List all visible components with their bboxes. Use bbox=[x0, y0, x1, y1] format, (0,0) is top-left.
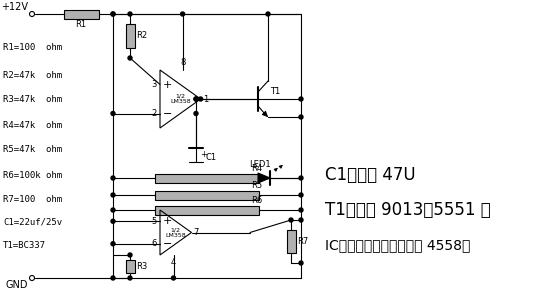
Text: 6: 6 bbox=[152, 239, 157, 248]
Circle shape bbox=[299, 97, 303, 101]
Circle shape bbox=[111, 111, 115, 116]
Circle shape bbox=[171, 276, 176, 280]
Polygon shape bbox=[258, 173, 270, 183]
Text: −: − bbox=[163, 109, 172, 118]
Text: 7: 7 bbox=[193, 228, 199, 237]
Text: C1：换为 47U: C1：换为 47U bbox=[325, 166, 415, 184]
Circle shape bbox=[181, 12, 185, 16]
Circle shape bbox=[299, 218, 303, 222]
Text: R7: R7 bbox=[297, 237, 308, 246]
Text: R1=100  ohm: R1=100 ohm bbox=[3, 43, 62, 52]
Text: +12V: +12V bbox=[1, 2, 28, 12]
Circle shape bbox=[266, 12, 270, 16]
Text: R2=47k  ohm: R2=47k ohm bbox=[3, 70, 62, 79]
Bar bbox=[64, 10, 99, 19]
Text: R5=47k  ohm: R5=47k ohm bbox=[3, 146, 62, 155]
Bar bbox=[287, 230, 295, 253]
Text: +: + bbox=[163, 79, 172, 90]
Text: IC：双运放皆可（本例用 4558）: IC：双运放皆可（本例用 4558） bbox=[325, 238, 471, 252]
Circle shape bbox=[111, 176, 115, 180]
Text: 2: 2 bbox=[152, 109, 157, 118]
Circle shape bbox=[299, 115, 303, 119]
Text: 5: 5 bbox=[152, 217, 157, 226]
Text: R4: R4 bbox=[251, 164, 262, 173]
Bar bbox=[155, 173, 259, 182]
Bar bbox=[126, 24, 134, 48]
Text: +: + bbox=[200, 150, 207, 159]
Text: R6: R6 bbox=[251, 196, 262, 205]
Circle shape bbox=[194, 97, 198, 101]
Circle shape bbox=[128, 253, 132, 257]
Circle shape bbox=[128, 12, 132, 16]
Text: T1：可用 9013、5551 等: T1：可用 9013、5551 等 bbox=[325, 201, 491, 219]
Text: 4: 4 bbox=[171, 258, 176, 267]
Circle shape bbox=[299, 193, 303, 197]
Circle shape bbox=[299, 261, 303, 265]
Circle shape bbox=[111, 12, 115, 16]
Text: 1/2
LM358: 1/2 LM358 bbox=[170, 94, 191, 104]
Text: +: + bbox=[163, 216, 172, 226]
Text: 1: 1 bbox=[203, 95, 208, 104]
Circle shape bbox=[128, 56, 132, 60]
Text: C1=22uf/25v: C1=22uf/25v bbox=[3, 217, 62, 226]
Circle shape bbox=[299, 176, 303, 180]
Circle shape bbox=[299, 208, 303, 212]
Text: C1: C1 bbox=[205, 152, 216, 162]
Circle shape bbox=[194, 97, 198, 101]
Circle shape bbox=[111, 242, 115, 246]
Circle shape bbox=[111, 208, 115, 212]
Text: 8: 8 bbox=[180, 58, 185, 67]
Text: T1: T1 bbox=[270, 86, 280, 95]
Circle shape bbox=[111, 193, 115, 197]
Bar bbox=[155, 205, 259, 214]
Text: GND: GND bbox=[6, 280, 28, 290]
Bar bbox=[126, 260, 134, 273]
Text: R3: R3 bbox=[136, 262, 147, 271]
Text: T1=BC337: T1=BC337 bbox=[3, 240, 46, 249]
Text: R2: R2 bbox=[136, 31, 147, 40]
Text: R7=100  ohm: R7=100 ohm bbox=[3, 196, 62, 205]
Text: R3=47k  ohm: R3=47k ohm bbox=[3, 95, 62, 104]
Text: R1: R1 bbox=[75, 20, 87, 29]
Circle shape bbox=[128, 276, 132, 280]
Text: LED1: LED1 bbox=[249, 160, 271, 169]
Text: R6=100k ohm: R6=100k ohm bbox=[3, 171, 62, 180]
Circle shape bbox=[111, 219, 115, 223]
Circle shape bbox=[194, 111, 198, 116]
Text: 1/2
LM358: 1/2 LM358 bbox=[165, 227, 186, 238]
Text: 3: 3 bbox=[152, 80, 157, 89]
Text: R5: R5 bbox=[251, 181, 262, 190]
Text: −: − bbox=[163, 239, 172, 249]
Bar bbox=[155, 191, 259, 200]
Circle shape bbox=[289, 218, 293, 222]
Circle shape bbox=[198, 97, 203, 101]
Circle shape bbox=[111, 12, 115, 16]
Text: R4=47k  ohm: R4=47k ohm bbox=[3, 120, 62, 129]
Circle shape bbox=[111, 276, 115, 280]
